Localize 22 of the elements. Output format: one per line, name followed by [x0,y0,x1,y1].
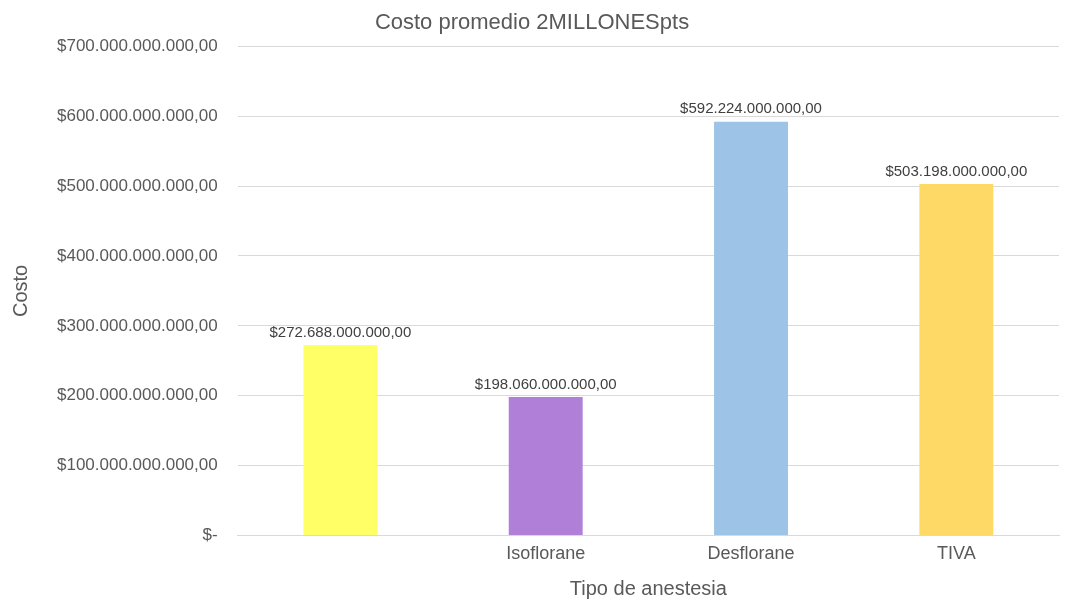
y-tick-label: $700.000.000.000,00 [56,36,218,56]
bar [919,183,994,535]
y-tick-label: $400.000.000.000,00 [56,245,218,265]
y-axis-title: Costo [8,264,31,318]
x-axis-title: Tipo de anestesia [569,576,728,599]
y-tick-label: $500.000.000.000,00 [56,175,218,195]
x-tick-label: Isoflorane [506,543,586,564]
y-tick-label: $200.000.000.000,00 [56,385,218,405]
bar [714,121,788,535]
x-tick-label: TIVA [937,543,976,564]
bar [303,344,378,535]
data-label: $198.060.000.000,00 [474,374,617,392]
bar [508,397,583,535]
x-tick-label: Desflorane [707,543,795,564]
data-label: $592.224.000.000,00 [680,99,822,117]
y-tick-label: $300.000.000.000,00 [56,315,218,335]
y-tick-label: $100.000.000.000,00 [56,455,218,475]
data-label: $503.198.000.000,00 [885,161,1028,179]
y-tick-label: $600.000.000.000,00 [56,105,218,125]
chart-title: Costo promedio 2MILLONESpts [374,9,690,35]
y-tick-label: $- [202,525,218,545]
data-label: $272.688.000.000,00 [269,322,412,340]
